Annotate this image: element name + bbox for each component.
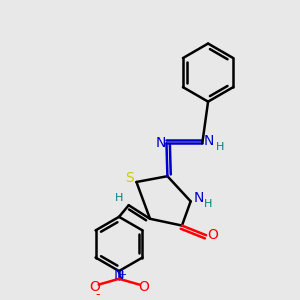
Text: N: N xyxy=(193,191,204,206)
Text: H: H xyxy=(204,199,212,209)
Text: N: N xyxy=(155,136,166,150)
Text: N: N xyxy=(114,268,124,282)
Text: S: S xyxy=(125,171,134,185)
Text: H: H xyxy=(115,194,123,203)
Text: H: H xyxy=(215,142,224,152)
Text: O: O xyxy=(138,280,149,293)
Text: O: O xyxy=(208,228,218,242)
Text: N: N xyxy=(204,134,214,148)
Text: -: - xyxy=(95,288,100,300)
Text: O: O xyxy=(89,280,100,293)
Text: +: + xyxy=(118,270,126,280)
